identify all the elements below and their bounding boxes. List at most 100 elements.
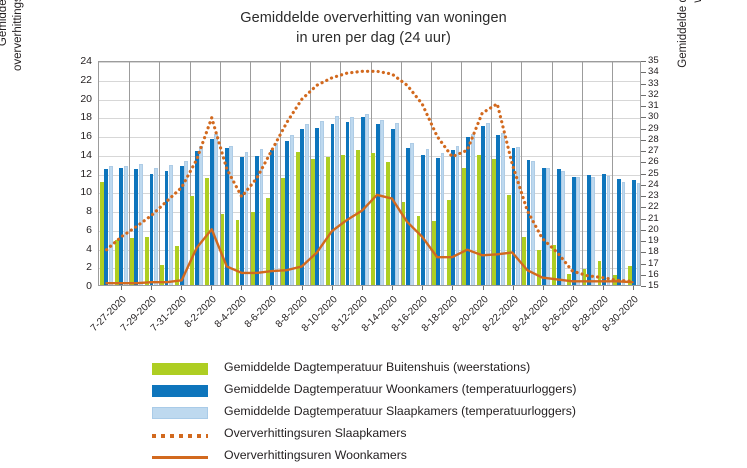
legend-swatch-icon	[152, 385, 208, 397]
bar	[285, 141, 290, 285]
y-axis-right-tick-label: 27	[648, 145, 659, 156]
legend-item[interactable]: Gemiddelde Dagtemperatuur Buitenshuis (w…	[152, 358, 622, 380]
y-axis-right-tick-label: 35	[648, 55, 659, 66]
x-axis-tick-mark	[482, 286, 484, 290]
y-axis-left-title: Gemiddeld aantal oververhittingsuren per…	[0, 0, 24, 71]
bar	[356, 150, 361, 285]
y-axis-left-tick-label: 2	[86, 261, 92, 274]
y-axis-right-tick-mark	[641, 252, 646, 254]
bar	[401, 201, 406, 285]
bar	[326, 156, 330, 285]
bar	[235, 219, 240, 285]
y-axis-right-tick-mark	[641, 173, 646, 175]
y-axis-right-tick-label: 16	[648, 268, 659, 280]
legend-item[interactable]: Gemiddelde Dagtemperatuur Slaapkamers (t…	[152, 402, 622, 424]
bar	[507, 195, 511, 285]
line-series-solid	[105, 193, 634, 285]
bar	[516, 146, 520, 285]
bar	[108, 165, 113, 285]
x-axis-tick-mark	[150, 286, 152, 290]
bar	[175, 245, 180, 285]
bar	[209, 138, 214, 285]
y-axis-right-tick-label: 21	[648, 212, 659, 224]
bar	[390, 128, 395, 285]
y-axis-left-tick-label: 0	[86, 280, 92, 292]
bar	[229, 145, 234, 285]
y-axis-right-tick-mark	[641, 106, 646, 107]
x-axis-tick-mark	[361, 286, 363, 290]
bar	[511, 147, 516, 285]
bar	[345, 121, 350, 285]
y-axis-left-tick-label: 16	[80, 130, 92, 142]
bar	[492, 159, 496, 285]
bar	[160, 264, 165, 285]
bar	[537, 250, 542, 285]
bar	[145, 236, 149, 285]
bar	[295, 152, 300, 285]
legend-swatch-icon	[152, 456, 208, 459]
x-axis-tick-mark	[633, 286, 635, 290]
legend-label: Gemiddelde Dagtemperatuur Buitenshuis (w…	[224, 360, 531, 374]
bar	[455, 145, 460, 285]
bar	[436, 157, 440, 285]
legend-item[interactable]: Oververhittingsuren Slaapkamers	[152, 424, 622, 446]
bar	[255, 155, 259, 285]
y-axis-right-tick-mark	[641, 83, 646, 85]
bar	[386, 162, 391, 285]
y-axis-right-tick-label: 20	[648, 223, 659, 235]
x-axis-tick-mark	[452, 286, 454, 290]
legend-label: Gemiddelde Dagtemperatuur Woonkamers (te…	[224, 382, 577, 396]
x-axis-tick-mark	[422, 286, 424, 290]
bar	[526, 160, 531, 285]
legend-item[interactable]: Oververhittingsuren Woonkamers	[152, 446, 622, 468]
y-axis-right-tick-label: 19	[648, 235, 659, 246]
bar	[99, 181, 104, 285]
legend-swatch-icon	[152, 363, 208, 375]
bar	[446, 199, 451, 285]
y-axis-left-tick-label: 22	[80, 73, 92, 86]
y-axis-right-tick-label: 30	[648, 111, 659, 123]
bar	[270, 150, 275, 285]
bar	[265, 198, 270, 285]
bar	[169, 164, 173, 285]
bar	[546, 168, 550, 285]
y-axis-right-tick-mark	[641, 229, 646, 231]
y-axis-right-tick-label: 34	[648, 66, 659, 78]
y-axis-right-tick-label: 26	[648, 156, 659, 168]
bar	[632, 180, 637, 285]
y-axis-right-tick-mark	[641, 286, 646, 287]
legend-item[interactable]: Gemiddelde Dagtemperatuur Woonkamers (te…	[152, 380, 622, 402]
bar	[556, 169, 561, 285]
bar	[451, 150, 456, 285]
bar	[425, 148, 430, 285]
bar	[304, 124, 309, 285]
chart-title-line2: in uren per dag (24 uur)	[296, 30, 451, 46]
bar	[541, 168, 546, 285]
bar	[576, 177, 581, 285]
y-axis-left-tick-label: 24	[80, 55, 92, 67]
bar	[114, 240, 119, 285]
y-axis-right-tick-label: 15	[648, 280, 659, 291]
y-axis-right-tick-mark	[641, 94, 646, 96]
y-axis-right-title: Gemiddelde dagtemperatuur gemeten in won…	[676, 0, 706, 72]
y-axis-right-tick-label: 28	[648, 133, 659, 145]
bar	[205, 178, 210, 285]
bar	[410, 143, 415, 285]
bar	[621, 181, 626, 285]
bar	[470, 134, 475, 285]
y-axis-left-tick-label: 6	[86, 223, 92, 236]
y-axis-left-tick-label: 14	[80, 148, 92, 161]
y-axis-right-tick-mark	[641, 72, 646, 74]
x-axis-tick-mark	[301, 286, 303, 290]
bar	[341, 154, 346, 285]
y-axis-left-tick-label: 10	[80, 186, 92, 199]
legend-swatch-icon	[152, 434, 208, 438]
y-axis-right-tick-label: 18	[648, 246, 659, 258]
y-axis-left-tick-label: 20	[80, 92, 92, 105]
y-axis-right-tick-label: 17	[648, 257, 659, 269]
y-axis-right-tick-label: 31	[648, 100, 659, 111]
bar	[617, 179, 621, 285]
legend-label: Oververhittingsuren Woonkamers	[224, 448, 407, 462]
bar	[289, 135, 294, 285]
